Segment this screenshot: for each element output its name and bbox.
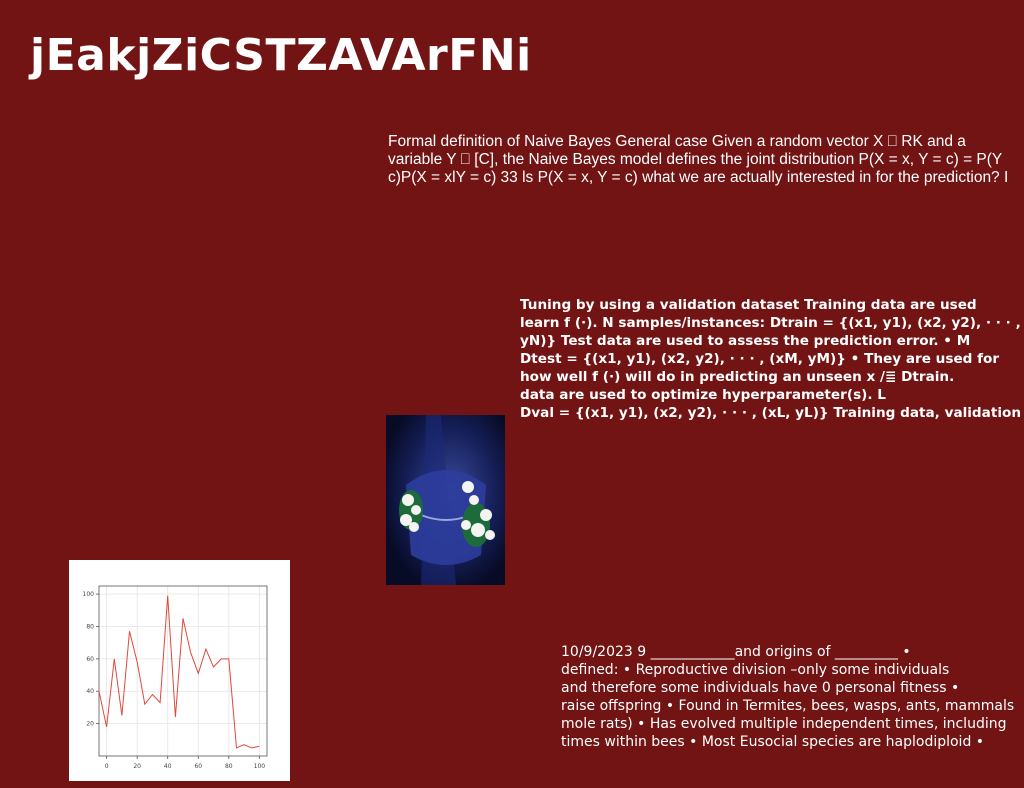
y-tick-label: 40	[86, 688, 94, 695]
text-line: learn f (·). N samples/instances: Dtrain…	[520, 315, 1020, 331]
text-line: Dtest = {(x1, y1), (x2, y2), · · · , (xM…	[520, 351, 1000, 367]
x-tick-label: 80	[225, 763, 233, 770]
text-line: and therefore some individuals have 0 pe…	[561, 680, 960, 696]
plot-frame	[98, 585, 268, 757]
text-line: times within bees • Most Eusocial specie…	[561, 734, 985, 750]
naive-bayes-text: Formal definition of Naive Bayes General…	[388, 133, 1024, 187]
slide-title: jEakjZiCSTZAVArFNi	[30, 30, 532, 81]
text-line: c)P(X = xlY = c) 33 ls P(X = x, Y = c) w…	[388, 169, 1009, 186]
text-line: 10/9/2023 9 ____________and origins of _…	[561, 644, 911, 660]
line-chart-svg: 0 20 40 60 80 100 20 40 60 80 100	[83, 585, 268, 770]
text-line: how well f (·) will do in predicting an …	[520, 369, 955, 385]
eusocial-text: 10/9/2023 9 ____________and origins of _…	[561, 643, 1021, 751]
flower-photo	[386, 415, 505, 585]
text-line: data are used to optimize hyperparameter…	[520, 387, 886, 403]
y-tick-label: 100	[83, 591, 95, 598]
text-line: Formal definition of Naive Bayes General…	[388, 133, 966, 150]
x-tick-label: 40	[164, 763, 172, 770]
text-line: Dval = {(x1, y1), (x2, y2), · · · , (xL,…	[520, 405, 1020, 421]
y-tick-label: 20	[86, 721, 94, 728]
text-line: variable Y ⎕ [C], the Naive Bayes model …	[388, 151, 1003, 168]
text-line: raise offspring • Found in Termites, bee…	[561, 698, 1015, 714]
text-line: Tuning by using a validation dataset Tra…	[520, 297, 977, 313]
x-tick-label: 60	[194, 763, 202, 770]
series-line	[98, 595, 260, 749]
validation-text: Tuning by using a validation dataset Tra…	[520, 296, 1020, 422]
y-tick-label: 80	[86, 623, 94, 630]
text-line: defined: • Reproductive division –only s…	[561, 662, 950, 678]
text-line: yN)} Test data are used to assess the pr…	[520, 333, 971, 349]
x-tick-label: 100	[254, 763, 266, 770]
line-chart: 0 20 40 60 80 100 20 40 60 80 100	[69, 560, 290, 781]
x-tick-label: 0	[105, 763, 109, 770]
flower-photo-illustration	[386, 415, 505, 585]
x-tick-label: 20	[133, 763, 141, 770]
y-tick-label: 60	[86, 656, 94, 663]
text-line: mole rats) • Has evolved multiple indepe…	[561, 716, 1007, 732]
